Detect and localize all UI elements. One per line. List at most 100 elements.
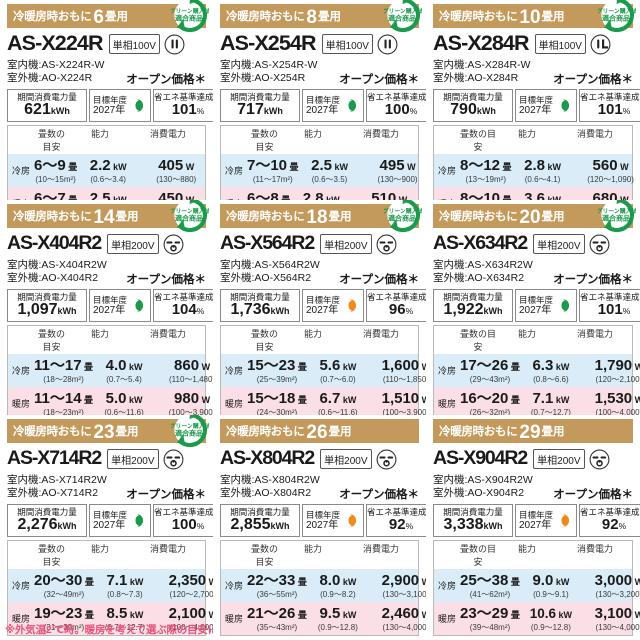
capacity-band: 冷暖房時おもに 29 畳用 [433, 419, 633, 443]
model-number: AS-X254R [220, 31, 316, 56]
band-suffix: 畳用 [541, 11, 565, 23]
efficiency-rate-label: 省エネ基準達成率 [154, 507, 213, 517]
unit-models: 室内機:AS-X254R-W 室外機:AO-X254R オープン価格＊ [220, 59, 419, 87]
product-card-AS-X404R2[interactable]: 冷暖房時おもに 14 畳用 グリーン購入法 適合商品 AS-X404R2 単相200V 室内機… [0, 200, 213, 415]
efficiency-rate-label: 省エネ基準達成率 [154, 292, 213, 302]
model-row: AS-X904R2 単相200V [433, 446, 633, 472]
header-tatami: 畳数の目安 [37, 129, 65, 152]
efficiency-rate-value: 100% [384, 101, 418, 118]
target-year-value: 2027年 [306, 520, 339, 531]
efficiency-rate-label: 省エネ基準達成率 [367, 507, 426, 517]
target-year-label: 目標年度 [306, 510, 341, 520]
cell-power-heat: 450 W(110～1,500) [139, 190, 213, 200]
power-range: (100～4,000) [595, 407, 640, 416]
cell-power-heat: 1,530 W (100～4,000) [582, 390, 640, 416]
spec-table: 畳数の目安 能力 消費電力 冷房 8～12 畳 (13～19m²) 2.8 kW (0.6～4… [433, 125, 634, 200]
product-card-AS-X254R[interactable]: 冷暖房時おもに 8 畳用 グリーン購入法 適合商品 AS-X254R 単相100V 室内機:A… [213, 0, 426, 200]
efficiency-rate-label: 省エネ基準達成率 [367, 92, 426, 102]
model-number: AS-X804R2 [220, 447, 315, 470]
table-header: 畳数の目安 能力 消費電力 [8, 541, 205, 569]
cell-tatami-heat: 19～23 畳 (31～39m²) [34, 604, 94, 632]
target-year-label: 目標年度 [306, 95, 341, 105]
power-range: (120～1,090) [587, 174, 634, 184]
table-row: 冷房 25～38 畳 (41～62m²) 9.0 kW (0.9～9.1) 3,000 W… [434, 569, 640, 602]
header-capacity: 能力 [517, 544, 536, 554]
green-purchasing-law-badge-icon: グリーン購入法 適合商品 [597, 0, 638, 34]
annual-consumption-value: 717kWh [237, 101, 283, 118]
energy-spec-strip: 期間消費電力量790kWh目標年度2027年省エネ基準達成率101%APF6.7 [433, 89, 640, 122]
product-card-AS-X904R2[interactable]: 冷暖房時おもに 29 畳用 AS-X904R2 単相200V 室内機:AS-X904R2W… [426, 415, 640, 640]
cell-tatami-cool: 8～12 畳 (13～19m²) [460, 157, 512, 184]
svg-text:グリーン購入法: グリーン購入法 [598, 207, 636, 215]
table-row: 暖房8～10 畳(13～16m²)3.6 kW(0.6～7.1)680 W(10… [434, 187, 632, 200]
table-header: 畳数の目安 能力 消費電力 [8, 126, 205, 154]
cell-tatami-heat: 8～10 畳(13～16m²) [460, 190, 512, 200]
indoor-unit: 室内機:AS-X804R2W [220, 474, 320, 486]
band-prefix: 冷暖房時おもに [13, 11, 92, 23]
row-label-cool: 冷房 [224, 165, 243, 176]
tatami-value: 23～29 畳 [460, 604, 520, 622]
model-number: AS-X224R [7, 31, 103, 56]
product-card-AS-X634R2[interactable]: 冷暖房時おもに 20 畳用 グリーン購入法 適合商品 AS-X634R2 単相200V 室内機… [426, 200, 640, 415]
cell-power-heat: 510 W(110～1,500) [352, 190, 426, 200]
capacity-range: (0.7～12.7) [104, 622, 145, 632]
tatami-value: 15～23 畳 [247, 356, 307, 374]
header-tatami: 畳数の目安 [37, 329, 65, 352]
power-value: 860 W [174, 356, 211, 374]
power-range: (130～4,000) [382, 622, 426, 632]
header-tatami: 畳数の目安 [37, 544, 65, 567]
capacity-range: (0.6～11.6) [318, 407, 358, 416]
product-card-AS-X804R2[interactable]: 冷暖房時おもに 26 畳用 AS-X804R2 単相200V 室内機:AS-X804R2W… [213, 415, 426, 640]
annual-consumption-label: 期間消費電力量 [443, 92, 503, 102]
header-blank [221, 127, 247, 153]
spec-table: 畳数の目安 能力 消費電力 冷房 11～17 畳 (18～28m²) 4.0 kW (0.7～… [7, 325, 213, 415]
annual-consumption-cell: 期間消費電力量 717kWh [220, 89, 300, 122]
efficiency-rate-value: 92% [601, 516, 627, 533]
header-capacity: 能力 [303, 129, 322, 139]
energy-spec-strip: 期間消費電力量1,922kWh目標年度2027年省エネ基準達成率101%APF6… [433, 289, 640, 322]
product-card-AS-X224R[interactable]: 冷暖房時おもに 6 畳用 グリーン購入法 適合商品 AS-X224R 単相100V 室内機:A… [0, 0, 213, 200]
cell-tatami-cool: 22～33 畳 (36～55m²) [247, 572, 307, 599]
product-card-AS-X284R[interactable]: 冷暖房時おもに 10 畳用 グリーン購入法 適合商品 AS-X284R 単相100V 室内機:… [426, 0, 640, 200]
header-tatami: 畳数の目安 [250, 544, 278, 567]
capacity-range: (0.9～12.8) [530, 622, 571, 632]
indoor-unit: 室内機:AS-X224R-W [7, 59, 105, 71]
capacity-range: (0.9～8.2) [320, 589, 356, 599]
spec-table: 畳数の目安 能力 消費電力 冷房 20～30 畳 (32～49m²) 7.1 kW (0.8～… [7, 540, 213, 636]
table-row: 暖房6～7 畳(9～11m²)2.5 kW(0.6～5.5)450 W(110～… [8, 187, 205, 200]
table-header: 畳数の目安 能力 消費電力 [434, 126, 632, 154]
power-value: 560 W [592, 156, 629, 174]
energy-saving-moon-icon [554, 298, 570, 313]
outdoor-unit: 室外機:AO-X404R2 [7, 272, 99, 284]
tatami-area: (29～43m²) [469, 374, 511, 384]
product-card-AS-X714R2[interactable]: 冷暖房時おもに 23 畳用 グリーン購入法 適合商品 AS-X714R2 単相200V 室内機… [0, 415, 213, 640]
power-range: (130～4,000) [595, 622, 640, 632]
spec-table: 畳数の目安 能力 消費電力 冷房 6～9 畳 (10～15m²) 2.2 kW (0.6～3.… [7, 125, 206, 200]
green-purchasing-law-badge-icon: グリーン購入法 適合商品 [597, 200, 638, 234]
tatami-area: (35～43m²) [256, 622, 298, 632]
band-suffix: 畳用 [115, 211, 139, 223]
target-year-label: 目標年度 [306, 295, 341, 305]
product-card-AS-X564R2[interactable]: 冷暖房時おもに 18 畳用 グリーン購入法 適合商品 AS-X564R2 単相200V 室内機… [213, 200, 426, 415]
annual-consumption-cell: 期間消費電力量 790kWh [433, 89, 513, 122]
tatami-value: 16～20 畳 [460, 389, 520, 407]
target-year-cell: 目標年度 2027年 [302, 89, 364, 122]
model-row: AS-X224R 単相100V [7, 31, 206, 57]
power-range: (120～2,700) [169, 589, 213, 599]
band-prefix: 冷暖房時おもに [226, 426, 305, 438]
cell-tatami-heat: 6～8 畳(10～13m²) [247, 190, 290, 200]
svg-text:グリーン購入法: グリーン購入法 [598, 7, 636, 15]
price-label: オープン価格＊ [339, 274, 419, 286]
row-label-cool: 冷房 [437, 580, 456, 591]
power-value: 405 W [158, 156, 195, 174]
tatami-value: 19～23 畳 [34, 604, 94, 622]
annual-consumption-label: 期間消費電力量 [17, 92, 77, 102]
header-capacity: 能力 [90, 129, 109, 139]
efficiency-rate-cell: 省エネ基準達成率100% [153, 504, 213, 537]
outdoor-unit: 室外機:AO-X714R2 [7, 487, 99, 499]
annual-consumption-label: 期間消費電力量 [230, 92, 290, 102]
table-header: 畳数の目安 能力 消費電力 [434, 326, 632, 354]
band-suffix: 畳用 [541, 211, 565, 223]
row-label-heat: 暖房 [11, 613, 30, 624]
svg-text:適合商品: 適合商品 [602, 214, 630, 223]
